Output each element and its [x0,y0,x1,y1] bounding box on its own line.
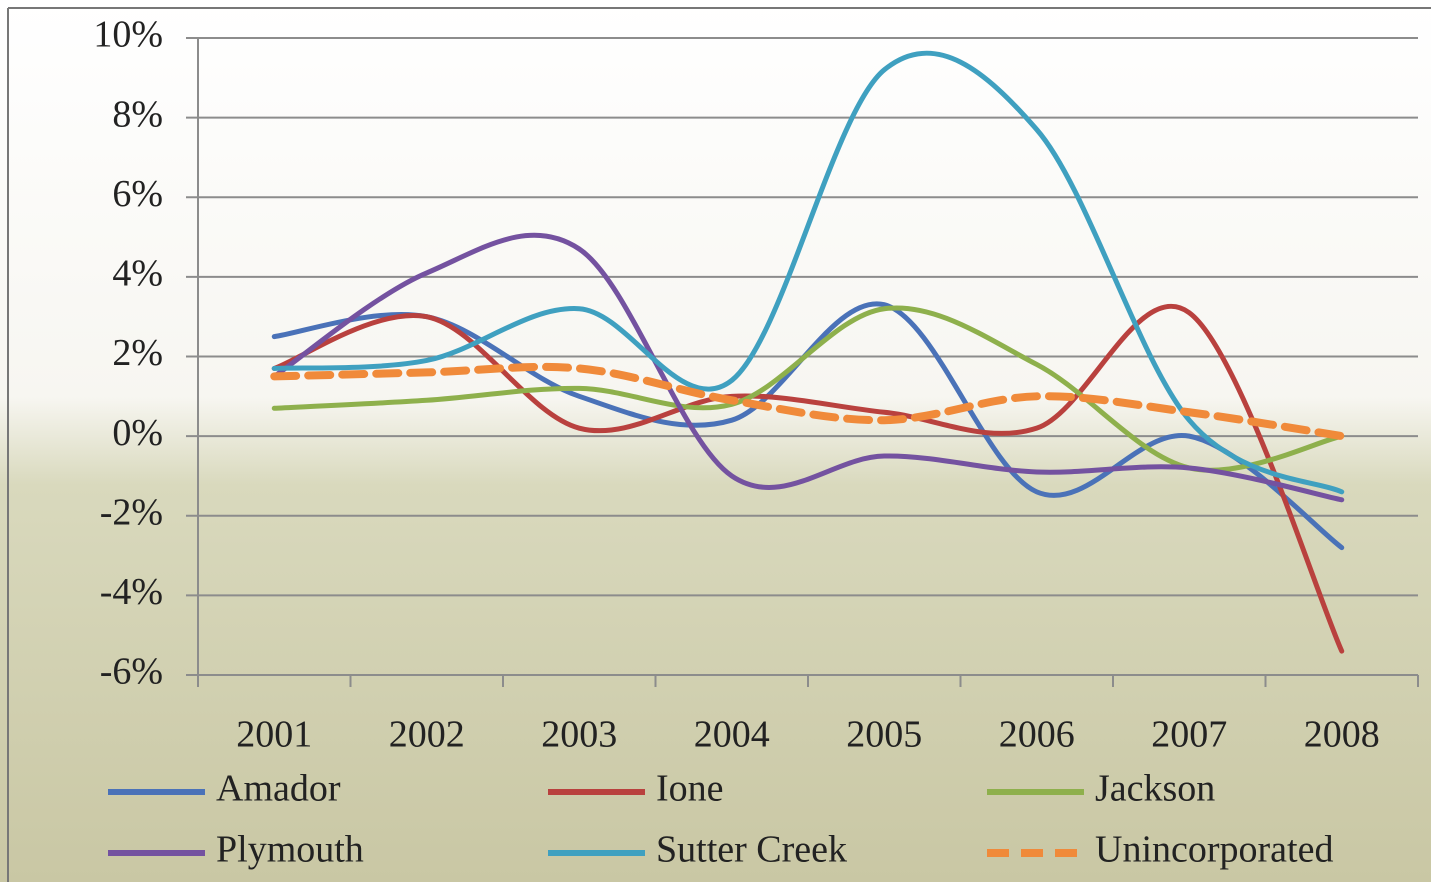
x-tick-label: 2007 [1151,714,1227,756]
series-line [271,303,1345,654]
series-line [271,301,1345,551]
legend-label: Unincorporated [1095,829,1333,871]
legend-label: Jackson [1095,768,1215,810]
x-tick-label: 2002 [389,714,465,756]
y-tick-label: 4% [112,253,163,295]
y-tick-label: 8% [112,93,163,135]
legend-label: Amador [216,768,341,810]
y-tick-label: 6% [112,173,163,215]
y-tick-label: 10% [93,14,163,56]
legend-label: Sutter Creek [656,829,847,871]
y-tick-label: -2% [100,491,163,533]
y-tick-label: 2% [112,332,163,374]
legend-label: Ione [656,768,724,810]
series-line [270,362,1346,441]
series-line [271,232,1345,503]
x-tick-label: 2008 [1304,714,1380,756]
y-tick-label: 0% [112,412,163,454]
x-tick-label: 2004 [694,714,770,756]
y-tick-label: -6% [100,651,163,693]
x-tick-label: 2001 [236,714,312,756]
legend-label: Plymouth [216,829,364,871]
series-line [271,50,1345,495]
x-tick-label: 2005 [846,714,922,756]
series-line [271,305,1345,473]
x-tick-label: 2006 [999,714,1075,756]
y-tick-label: -4% [100,571,163,613]
x-tick-label: 2003 [541,714,617,756]
